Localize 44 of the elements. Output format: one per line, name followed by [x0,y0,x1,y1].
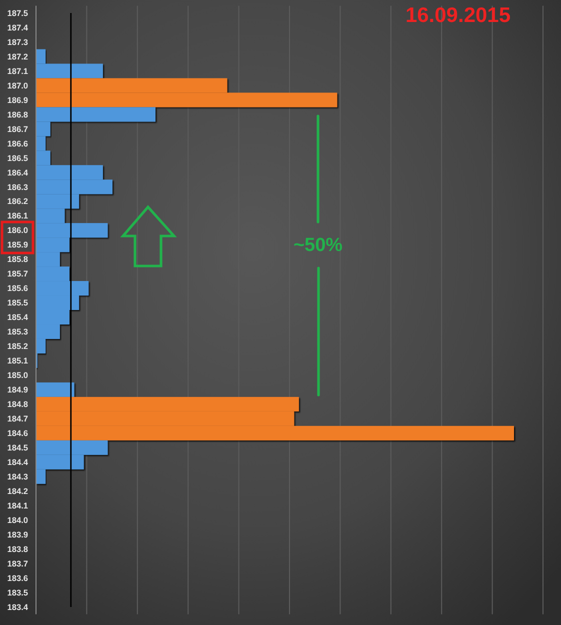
y-tick-label: 186.8 [7,109,28,120]
y-tick-label: 187.4 [7,22,28,32]
y-tick-label: 185.7 [7,268,28,279]
y-tick-label: 185.2 [7,341,28,352]
y-tick-label: 184.6 [7,428,28,438]
y-tick-label: 186.4 [7,167,28,178]
y-tick-label: 183.5 [7,587,28,598]
y-tick-label: 184.0 [7,514,28,525]
y-tick-label: 184.8 [7,399,28,410]
y-tick-label: 186.1 [7,210,28,221]
y-tick-label: 184.3 [7,472,28,482]
y-tick-label: 185.1 [7,356,28,366]
y-tick-label: 185.4 [7,312,28,322]
y-tick-label: 184.9 [7,384,28,395]
y-tick-label: 186.6 [7,138,28,148]
y-tick-label: 183.6 [7,572,28,583]
y-tick-label: 184.1 [7,500,28,510]
y-tick-label: 186.0 [7,225,28,236]
y-tick-label: 183.9 [7,529,28,540]
y-tick-label: 185.8 [7,254,28,264]
y-tick-label: 185.5 [7,298,28,308]
y-tick-label: 187.2 [7,51,28,62]
y-tick-label: 187.5 [7,8,28,18]
y-tick-label: 184.7 [7,414,28,424]
y-tick-label: 185.6 [7,283,28,294]
annotation: ~50% [293,235,343,256]
y-tick-label: 186.5 [7,152,28,163]
y-tick-label: 184.2 [7,486,28,496]
y-tick-label: 187.3 [7,36,28,47]
y-tick-label: 183.4 [7,602,28,612]
y-tick-label: 186.9 [7,94,28,105]
y-tick-label: 185.3 [7,326,28,337]
y-tick-label: 183.8 [7,544,28,554]
y-tick-label: 186.7 [7,124,28,134]
y-tick-label: 185.9 [7,240,28,250]
y-tick-label: 184.4 [7,457,28,468]
y-tick-label: 186.3 [7,182,28,192]
y-tick-label: 187.1 [7,66,28,76]
y-tick-label: 183.7 [7,558,28,568]
chart-title: 16.09.2015 [405,4,511,27]
y-tick-label: 186.2 [7,196,28,206]
y-tick-label: 187.0 [7,80,28,90]
y-tick-label: 185.0 [7,370,28,380]
y-tick-label: 184.5 [7,442,28,453]
